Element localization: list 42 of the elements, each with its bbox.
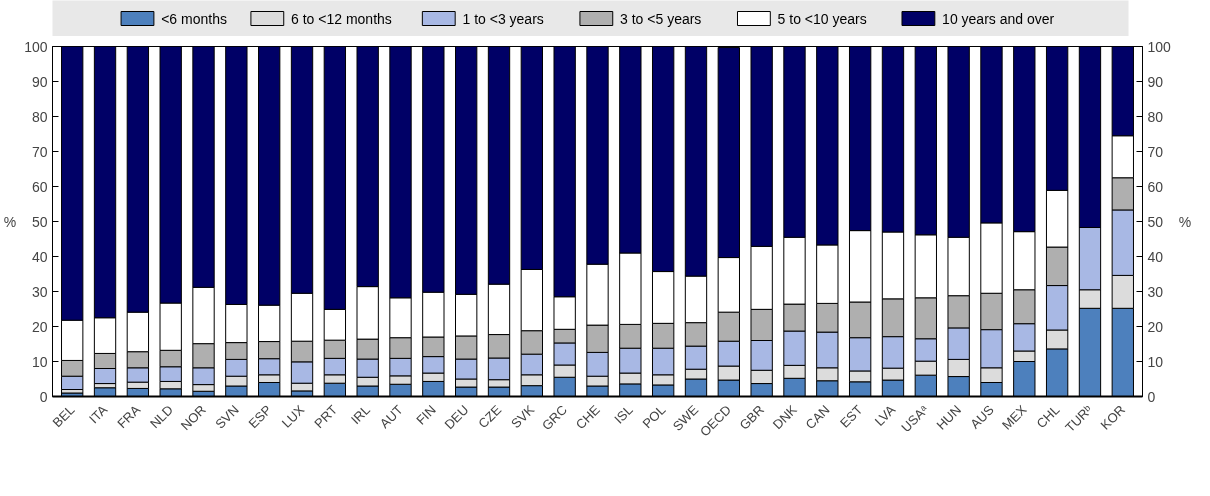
y-axis-title: % [3, 213, 17, 230]
x-tick-label: LVA [871, 401, 899, 429]
y2-tick-label: 60 [1147, 178, 1164, 195]
x-tick-label: FRA [114, 401, 144, 432]
y2-tick-label: 80 [1147, 108, 1164, 125]
y2-tick-label: 0 [1147, 388, 1156, 405]
y2-tick-label: 100 [1147, 38, 1172, 55]
y-tick-label: 30 [31, 283, 48, 300]
x-tick-label: CZE [475, 401, 505, 432]
x-tick-label: ISL [611, 402, 636, 427]
legend-label: 3 to <5 years [620, 10, 702, 27]
x-tick-label: BEL [49, 402, 78, 431]
legend-label: 1 to <3 years [462, 10, 544, 27]
y2-tick-label: 20 [1147, 318, 1164, 335]
legend-label: 10 years and over [942, 10, 1055, 27]
y2-tick-label: 10 [1147, 353, 1164, 370]
legend-label: 5 to <10 years [777, 10, 867, 27]
y-tick-label: 40 [31, 248, 48, 265]
y-tick-label: 100 [24, 38, 48, 55]
y-tick-label: 0 [39, 388, 48, 405]
x-tick-label: FIN [413, 402, 439, 428]
legend-label: <6 months [161, 10, 227, 27]
y-tick-label: 90 [31, 73, 48, 90]
y-tick-label: 60 [31, 178, 48, 195]
x-tick-label: NLD [147, 402, 176, 432]
x-tick-label: CHL [1033, 402, 1063, 432]
y2-tick-label: 30 [1147, 283, 1164, 300]
x-tick-label: POL [639, 402, 669, 432]
y2-tick-label: 90 [1147, 73, 1164, 90]
y-tick-label: 80 [31, 108, 48, 125]
x-tick-label: ITA [86, 401, 111, 427]
y-tick-label: 20 [31, 318, 48, 335]
x-tick-label: IRL [348, 402, 373, 428]
y2-tick-label: 50 [1147, 213, 1164, 230]
y2-axis-title: % [1178, 213, 1192, 230]
y2-tick-label: 70 [1147, 143, 1164, 160]
y-tick-label: 50 [31, 213, 48, 230]
y-tick-label: 10 [31, 353, 48, 370]
x-tick-label: ESP [245, 402, 275, 432]
y-tick-label: 70 [31, 143, 48, 160]
legend-label: 6 to <12 months [291, 10, 392, 27]
y2-tick-label: 40 [1147, 248, 1164, 265]
